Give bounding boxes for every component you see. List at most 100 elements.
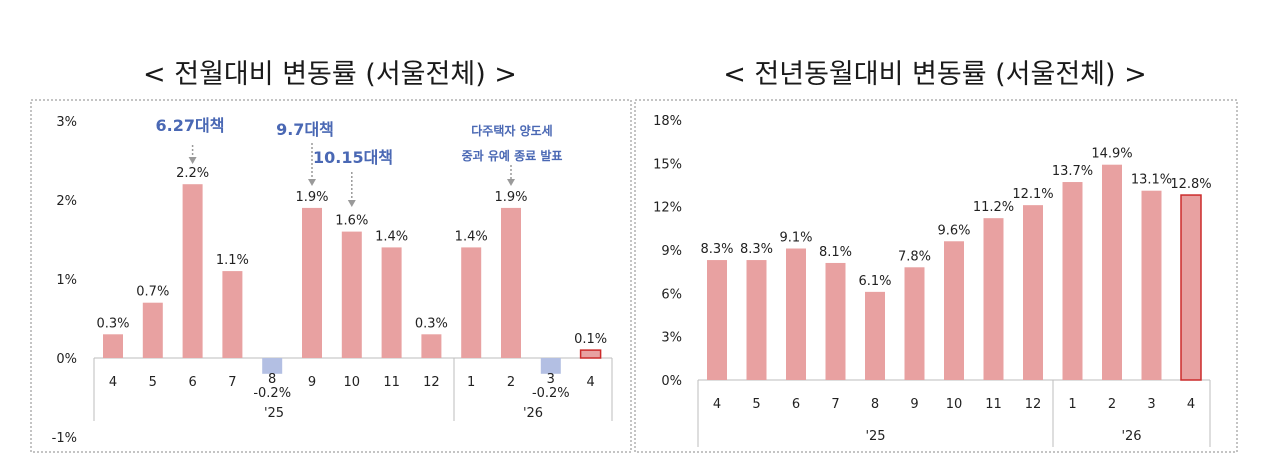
data-label: 1.9%	[295, 190, 328, 205]
category-label: 4	[1187, 397, 1195, 412]
bar	[707, 260, 727, 380]
data-label: 12.1%	[1012, 187, 1053, 202]
data-label: 1.4%	[375, 229, 408, 244]
category-label: 9	[910, 397, 918, 412]
category-label: 11	[985, 397, 1002, 412]
data-label: -0.2%	[532, 386, 570, 401]
category-label: 2	[1108, 397, 1116, 412]
data-label: 1.6%	[335, 214, 368, 229]
data-label: 9.6%	[937, 223, 970, 238]
annotation-label: 9.7대책	[276, 120, 334, 139]
bar	[825, 262, 846, 380]
data-label: 8.3%	[740, 242, 773, 257]
category-label: 8	[268, 372, 276, 387]
y-tick-label: 3%	[56, 115, 77, 130]
data-label: 8.3%	[700, 242, 733, 257]
data-label: 12.8%	[1170, 177, 1211, 192]
bar	[182, 184, 203, 358]
category-label: 7	[831, 397, 839, 412]
annotation-arrow-head	[507, 179, 515, 186]
y-tick-label: 15%	[653, 157, 682, 172]
bar	[1141, 190, 1162, 380]
data-label: 8.1%	[819, 245, 852, 260]
data-label: 1.1%	[216, 253, 249, 268]
data-label: 6.1%	[858, 274, 891, 289]
chart2-title: < 전년동월대비 변동률 (서울전체) >	[723, 59, 1147, 90]
annotation-arrow-head	[347, 200, 356, 207]
bar	[461, 247, 482, 358]
data-label: 1.4%	[455, 229, 488, 244]
y-tick-label: 6%	[661, 287, 682, 302]
bar	[501, 207, 521, 358]
bar	[983, 218, 1004, 380]
y-tick-label: 18%	[653, 114, 682, 129]
bar	[865, 291, 885, 380]
bar	[381, 247, 402, 358]
chart1-frame	[30, 99, 632, 453]
y-tick-label: 1%	[56, 273, 77, 288]
data-label: 7.8%	[898, 249, 931, 264]
year-label: '25	[865, 429, 885, 444]
bar	[222, 271, 243, 358]
annotation-label: 다주택자 양도세	[471, 123, 552, 138]
data-label: 0.3%	[96, 316, 129, 331]
bar	[904, 267, 925, 380]
data-label: 1.9%	[494, 190, 527, 205]
category-label: 7	[228, 375, 236, 390]
category-label: 10	[946, 397, 963, 412]
annotation-arrow-head	[188, 157, 197, 164]
year-label: '26	[523, 406, 543, 421]
category-label: 1	[1068, 397, 1076, 412]
year-label: '25	[264, 406, 284, 421]
y-tick-label: 3%	[661, 331, 682, 346]
y-tick-label: 9%	[661, 244, 682, 259]
data-label: 13.7%	[1052, 164, 1093, 179]
annotation-label: 6.27대책	[156, 116, 225, 135]
data-label: 14.9%	[1091, 147, 1132, 162]
bar	[103, 334, 123, 358]
category-label: 3	[1147, 397, 1155, 412]
bar	[142, 302, 163, 358]
data-label: 0.7%	[136, 285, 169, 300]
bar	[1180, 194, 1202, 381]
category-label: 2	[507, 375, 515, 390]
annotation-arrow-head	[308, 179, 316, 186]
category-label: 11	[383, 375, 400, 390]
category-label: 4	[713, 397, 721, 412]
annotation-label: 10.15대책	[313, 148, 393, 167]
category-label: 6	[188, 375, 196, 390]
data-label: 2.2%	[176, 166, 209, 181]
bar	[262, 358, 283, 374]
bar	[786, 248, 806, 380]
data-label: 0.1%	[574, 332, 607, 347]
bar	[944, 241, 964, 380]
chart1-title: < 전월대비 변동률 (서울전체) >	[143, 59, 517, 90]
data-label: 13.1%	[1131, 173, 1172, 188]
chart2-frame	[634, 99, 1238, 453]
category-label: 12	[1025, 397, 1042, 412]
category-label: 4	[109, 375, 117, 390]
bar	[579, 349, 602, 359]
category-label: 5	[149, 375, 157, 390]
data-label: 0.3%	[415, 316, 448, 331]
y-tick-label: 0%	[661, 374, 682, 389]
category-label: 10	[344, 375, 361, 390]
category-label: 1	[467, 375, 475, 390]
bar	[540, 358, 561, 374]
category-label: 5	[752, 397, 760, 412]
bar	[1062, 182, 1083, 380]
bar	[341, 231, 362, 358]
category-label: 3	[547, 372, 555, 387]
annotation-label-line2: 중과 유예 종료 발표	[462, 148, 563, 163]
bar	[421, 334, 442, 358]
bar	[1023, 205, 1043, 380]
data-label: 9.1%	[779, 231, 812, 246]
y-tick-label: 2%	[56, 194, 77, 209]
bar	[1102, 164, 1122, 380]
data-label: -0.2%	[253, 386, 291, 401]
year-label: '26	[1121, 429, 1141, 444]
data-label: 11.2%	[973, 200, 1014, 215]
category-label: 9	[308, 375, 316, 390]
category-label: 4	[586, 375, 594, 390]
bar	[746, 260, 767, 380]
